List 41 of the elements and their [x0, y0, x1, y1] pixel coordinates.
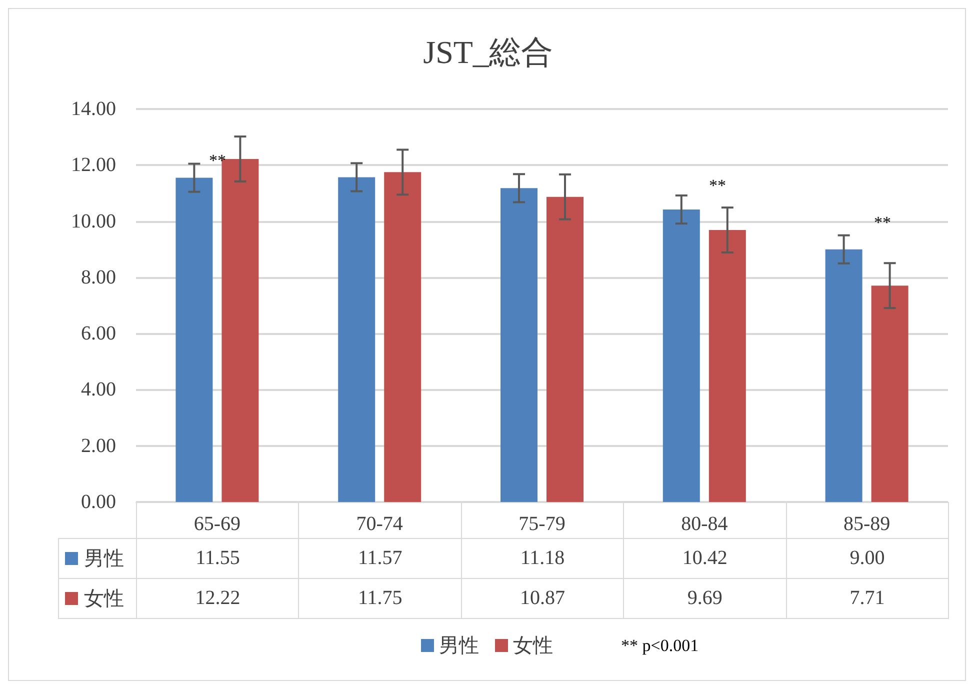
annotation: **: [709, 176, 726, 195]
data-label: 11.75: [298, 578, 462, 619]
y-tick-label: 14.00: [71, 98, 116, 120]
data-label: 11.55: [136, 538, 300, 579]
bar: [384, 172, 422, 502]
bar: [871, 286, 908, 502]
data-label: 12.22: [136, 578, 300, 619]
data-label: 11.18: [460, 538, 624, 579]
y-tick-label: 8.00: [81, 266, 116, 288]
bar: [825, 249, 862, 502]
bar: [662, 209, 700, 502]
chart-title: JST_総合: [423, 34, 553, 70]
data-label: 10.42: [623, 538, 787, 579]
x-tick-label: 75-79: [518, 513, 566, 535]
x-tick-label: 65-69: [194, 513, 241, 535]
data-label: 7.71: [786, 578, 949, 619]
text: ** p<0.001: [621, 636, 699, 655]
data-label: 9.69: [623, 578, 787, 619]
y-tick-label: 10.00: [71, 210, 116, 232]
data-label: 9.00: [786, 538, 949, 579]
annotation: **: [209, 151, 226, 170]
data-label: 11.57: [298, 538, 462, 579]
bar: [338, 177, 376, 502]
x-tick-label: 80-84: [681, 513, 728, 535]
bar: [500, 188, 538, 502]
bar: [176, 178, 213, 502]
legend-label: 女性: [84, 587, 124, 612]
x-tick-label: 70-74: [356, 513, 403, 535]
y-tick-label: 0.00: [81, 491, 116, 513]
bar: [546, 196, 584, 502]
x-tick-label: 85-89: [843, 513, 890, 535]
text: 男性: [439, 635, 479, 657]
y-tick-label: 4.00: [81, 378, 116, 401]
bar: [708, 230, 746, 502]
text: 女性: [513, 635, 553, 657]
annotation: **: [874, 213, 891, 232]
y-tick-label: 2.00: [81, 434, 116, 457]
data-label: 10.87: [460, 578, 624, 619]
y-tick-label: 12.00: [71, 154, 116, 176]
legend-label: 男性: [84, 547, 124, 572]
y-tick-label: 6.00: [81, 322, 116, 345]
